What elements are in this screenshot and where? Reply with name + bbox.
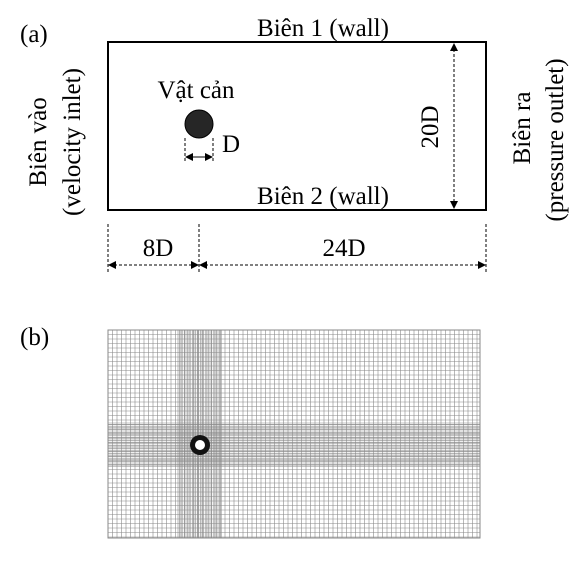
outlet-label-line2: (pressure outlet)	[542, 58, 569, 221]
diameter-label: D	[222, 131, 240, 158]
obstacle-label: Vật cản	[157, 77, 235, 104]
height-label: 20D	[417, 105, 444, 148]
obstacle-cylinder	[184, 109, 214, 139]
panel-a: (a) Biên 1 (wall) Biên 2 (wall) Biên vào…	[20, 15, 569, 272]
mesh-border	[107, 329, 481, 539]
upstream-label: 8D	[143, 235, 174, 262]
panel-b-label: (b)	[20, 324, 49, 351]
top-boundary-label: Biên 1 (wall)	[257, 15, 389, 42]
bottom-boundary-label: Biên 2 (wall)	[257, 183, 389, 210]
outlet-label-line1: Biên ra	[509, 92, 536, 165]
inlet-label-line1: Biên vào	[25, 97, 52, 187]
panel-b: (b)	[20, 324, 481, 539]
inlet-label-line2: (velocity inlet)	[59, 68, 86, 216]
downstream-label: 24D	[322, 235, 365, 262]
computational-domain-rect	[107, 41, 487, 211]
mesh-grid	[107, 329, 480, 538]
panel-a-label: (a)	[20, 21, 48, 48]
mesh-obstacle-hole	[195, 440, 205, 450]
